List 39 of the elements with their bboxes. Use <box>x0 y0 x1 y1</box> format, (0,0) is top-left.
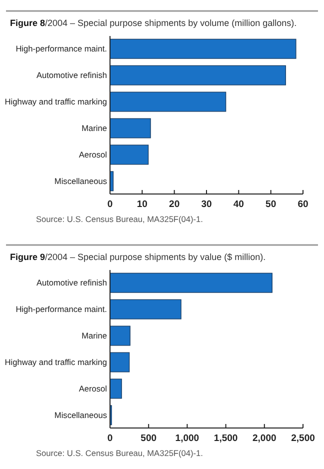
x-tick-label: 1,500 <box>214 433 238 444</box>
source-note: Source: U.S. Census Bureau, MA325F(04)-1. <box>36 448 203 458</box>
x-tick-label: 60 <box>298 199 308 210</box>
x-tick-label: 2,500 <box>291 433 315 444</box>
bar <box>110 118 151 138</box>
bar <box>110 65 286 86</box>
x-tick-label: 2,000 <box>252 433 276 444</box>
x-tick-label: 500 <box>140 433 157 444</box>
x-tick-label: 30 <box>201 199 212 210</box>
y-tick-label: Marine <box>82 330 108 341</box>
y-tick-label: Highway and traffic marking <box>4 357 108 368</box>
y-tick-label: Highway and traffic marking <box>4 96 108 107</box>
bar <box>110 38 296 59</box>
bar <box>110 144 149 165</box>
x-tick-label: 0 <box>107 199 113 210</box>
y-tick-label: Automotive refinish <box>36 70 108 80</box>
y-tick-label: Automotive refinish <box>36 278 108 288</box>
chart-title: Figure 9/2004 – Special purpose shipments by value ($ million). <box>10 252 266 262</box>
y-tick-label: High-performance maint. <box>16 44 107 54</box>
source-note: Source: U.S. Census Bureau, MA325F(04)-1. <box>36 214 203 224</box>
y-tick-label: Miscellaneous <box>54 410 107 420</box>
bar <box>110 92 226 112</box>
x-tick-label: 20 <box>169 199 180 210</box>
x-tick-label: 40 <box>233 199 244 210</box>
x-tick-label: 50 <box>266 199 276 210</box>
bar <box>110 299 182 320</box>
x-tick-label: 0 <box>107 433 113 444</box>
bar <box>110 378 122 399</box>
x-tick-label: 1,000 <box>175 433 200 444</box>
y-tick-label: Aerosol <box>78 384 108 394</box>
y-tick-label: Marine <box>82 123 108 134</box>
bar <box>110 272 272 293</box>
bar <box>110 352 130 372</box>
x-tick-label: 10 <box>136 199 148 210</box>
bar <box>110 326 130 346</box>
y-tick-label: Miscellaneous <box>54 176 107 186</box>
chart-title: Figure 8/2004 – Special purpose shipments by volume (million gallons). <box>10 18 297 28</box>
y-tick-label: High-performance maint. <box>16 304 107 314</box>
y-tick-label: Aerosol <box>78 150 108 160</box>
